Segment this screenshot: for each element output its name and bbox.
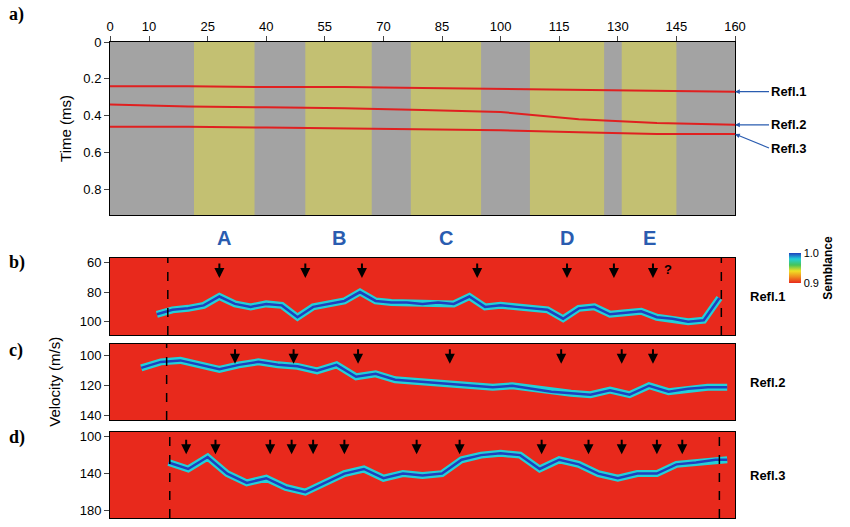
svg-text:b): b)	[9, 252, 25, 273]
svg-text:c): c)	[9, 340, 23, 361]
svg-text:Refl.1: Refl.1	[771, 84, 806, 99]
svg-text:60: 60	[87, 255, 101, 270]
svg-text:0.2: 0.2	[83, 71, 101, 86]
svg-text:140: 140	[80, 408, 102, 423]
svg-text:1.0: 1.0	[804, 247, 819, 259]
svg-text:40: 40	[259, 19, 273, 34]
svg-text:A: A	[217, 227, 231, 249]
svg-text:180: 180	[80, 503, 102, 518]
svg-text:80: 80	[87, 285, 101, 300]
svg-text:Refl.2: Refl.2	[750, 375, 785, 390]
svg-text:85: 85	[435, 19, 449, 34]
svg-text:D: D	[560, 227, 574, 249]
svg-text:C: C	[439, 227, 453, 249]
svg-text:0.9: 0.9	[804, 277, 819, 289]
svg-text:Velocity (m/s): Velocity (m/s)	[46, 337, 63, 427]
svg-text:B: B	[332, 227, 346, 249]
svg-text:0.6: 0.6	[83, 145, 101, 160]
svg-text:d): d)	[9, 427, 25, 448]
svg-text:100: 100	[80, 314, 102, 329]
svg-text:Refl.3: Refl.3	[771, 141, 806, 156]
svg-text:E: E	[643, 227, 656, 249]
svg-text:100: 100	[80, 348, 102, 363]
svg-text:Time (ms): Time (ms)	[57, 95, 74, 162]
svg-text:70: 70	[376, 19, 390, 34]
svg-text:0: 0	[94, 35, 101, 50]
svg-text:Refl.3: Refl.3	[750, 468, 785, 483]
svg-text:0.8: 0.8	[83, 182, 101, 197]
svg-text:10: 10	[142, 19, 156, 34]
svg-text:115: 115	[549, 19, 570, 34]
svg-text:25: 25	[200, 19, 214, 34]
svg-text:0: 0	[106, 19, 113, 34]
svg-text:?: ?	[664, 262, 672, 277]
svg-text:55: 55	[318, 19, 332, 34]
svg-text:120: 120	[80, 378, 102, 393]
svg-text:145: 145	[666, 19, 688, 34]
svg-text:100: 100	[80, 429, 102, 444]
svg-text:Refl.2: Refl.2	[771, 117, 806, 132]
svg-text:160: 160	[724, 19, 746, 34]
svg-text:Semblance: Semblance	[821, 236, 835, 300]
svg-text:0.4: 0.4	[83, 108, 101, 123]
svg-text:130: 130	[607, 19, 629, 34]
svg-text:Refl.1: Refl.1	[750, 289, 785, 304]
svg-text:a): a)	[9, 4, 24, 25]
svg-text:100: 100	[490, 19, 512, 34]
svg-text:140: 140	[80, 466, 102, 481]
